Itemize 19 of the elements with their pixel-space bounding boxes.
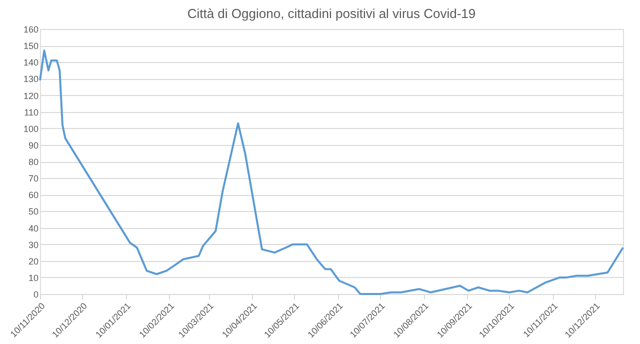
y-tick-label: 0 <box>33 290 38 300</box>
y-tick-label: 100 <box>23 124 38 134</box>
y-tick-label: 40 <box>28 223 38 234</box>
y-tick-label: 80 <box>28 157 38 167</box>
y-tick-label: 60 <box>28 190 38 200</box>
y-tick-label: 90 <box>28 140 38 150</box>
line-series <box>39 50 624 295</box>
y-tick-label: 70 <box>28 174 38 184</box>
y-tick-label: 30 <box>28 240 38 250</box>
chart-title: Città di Oggiono, cittadini positivi al virus Covid-19 <box>187 6 476 21</box>
y-tick-label: 130 <box>23 74 38 84</box>
y-tick-label: 10 <box>28 272 38 283</box>
y-tick-label: 120 <box>23 90 38 101</box>
y-tick-label: 20 <box>28 256 38 266</box>
y-tick-label: 150 <box>23 41 38 52</box>
y-tick-label: 110 <box>24 107 38 118</box>
y-tick-label: 50 <box>28 206 38 217</box>
y-tick-label: 140 <box>23 58 38 68</box>
y-tick-label: 160 <box>23 24 38 34</box>
